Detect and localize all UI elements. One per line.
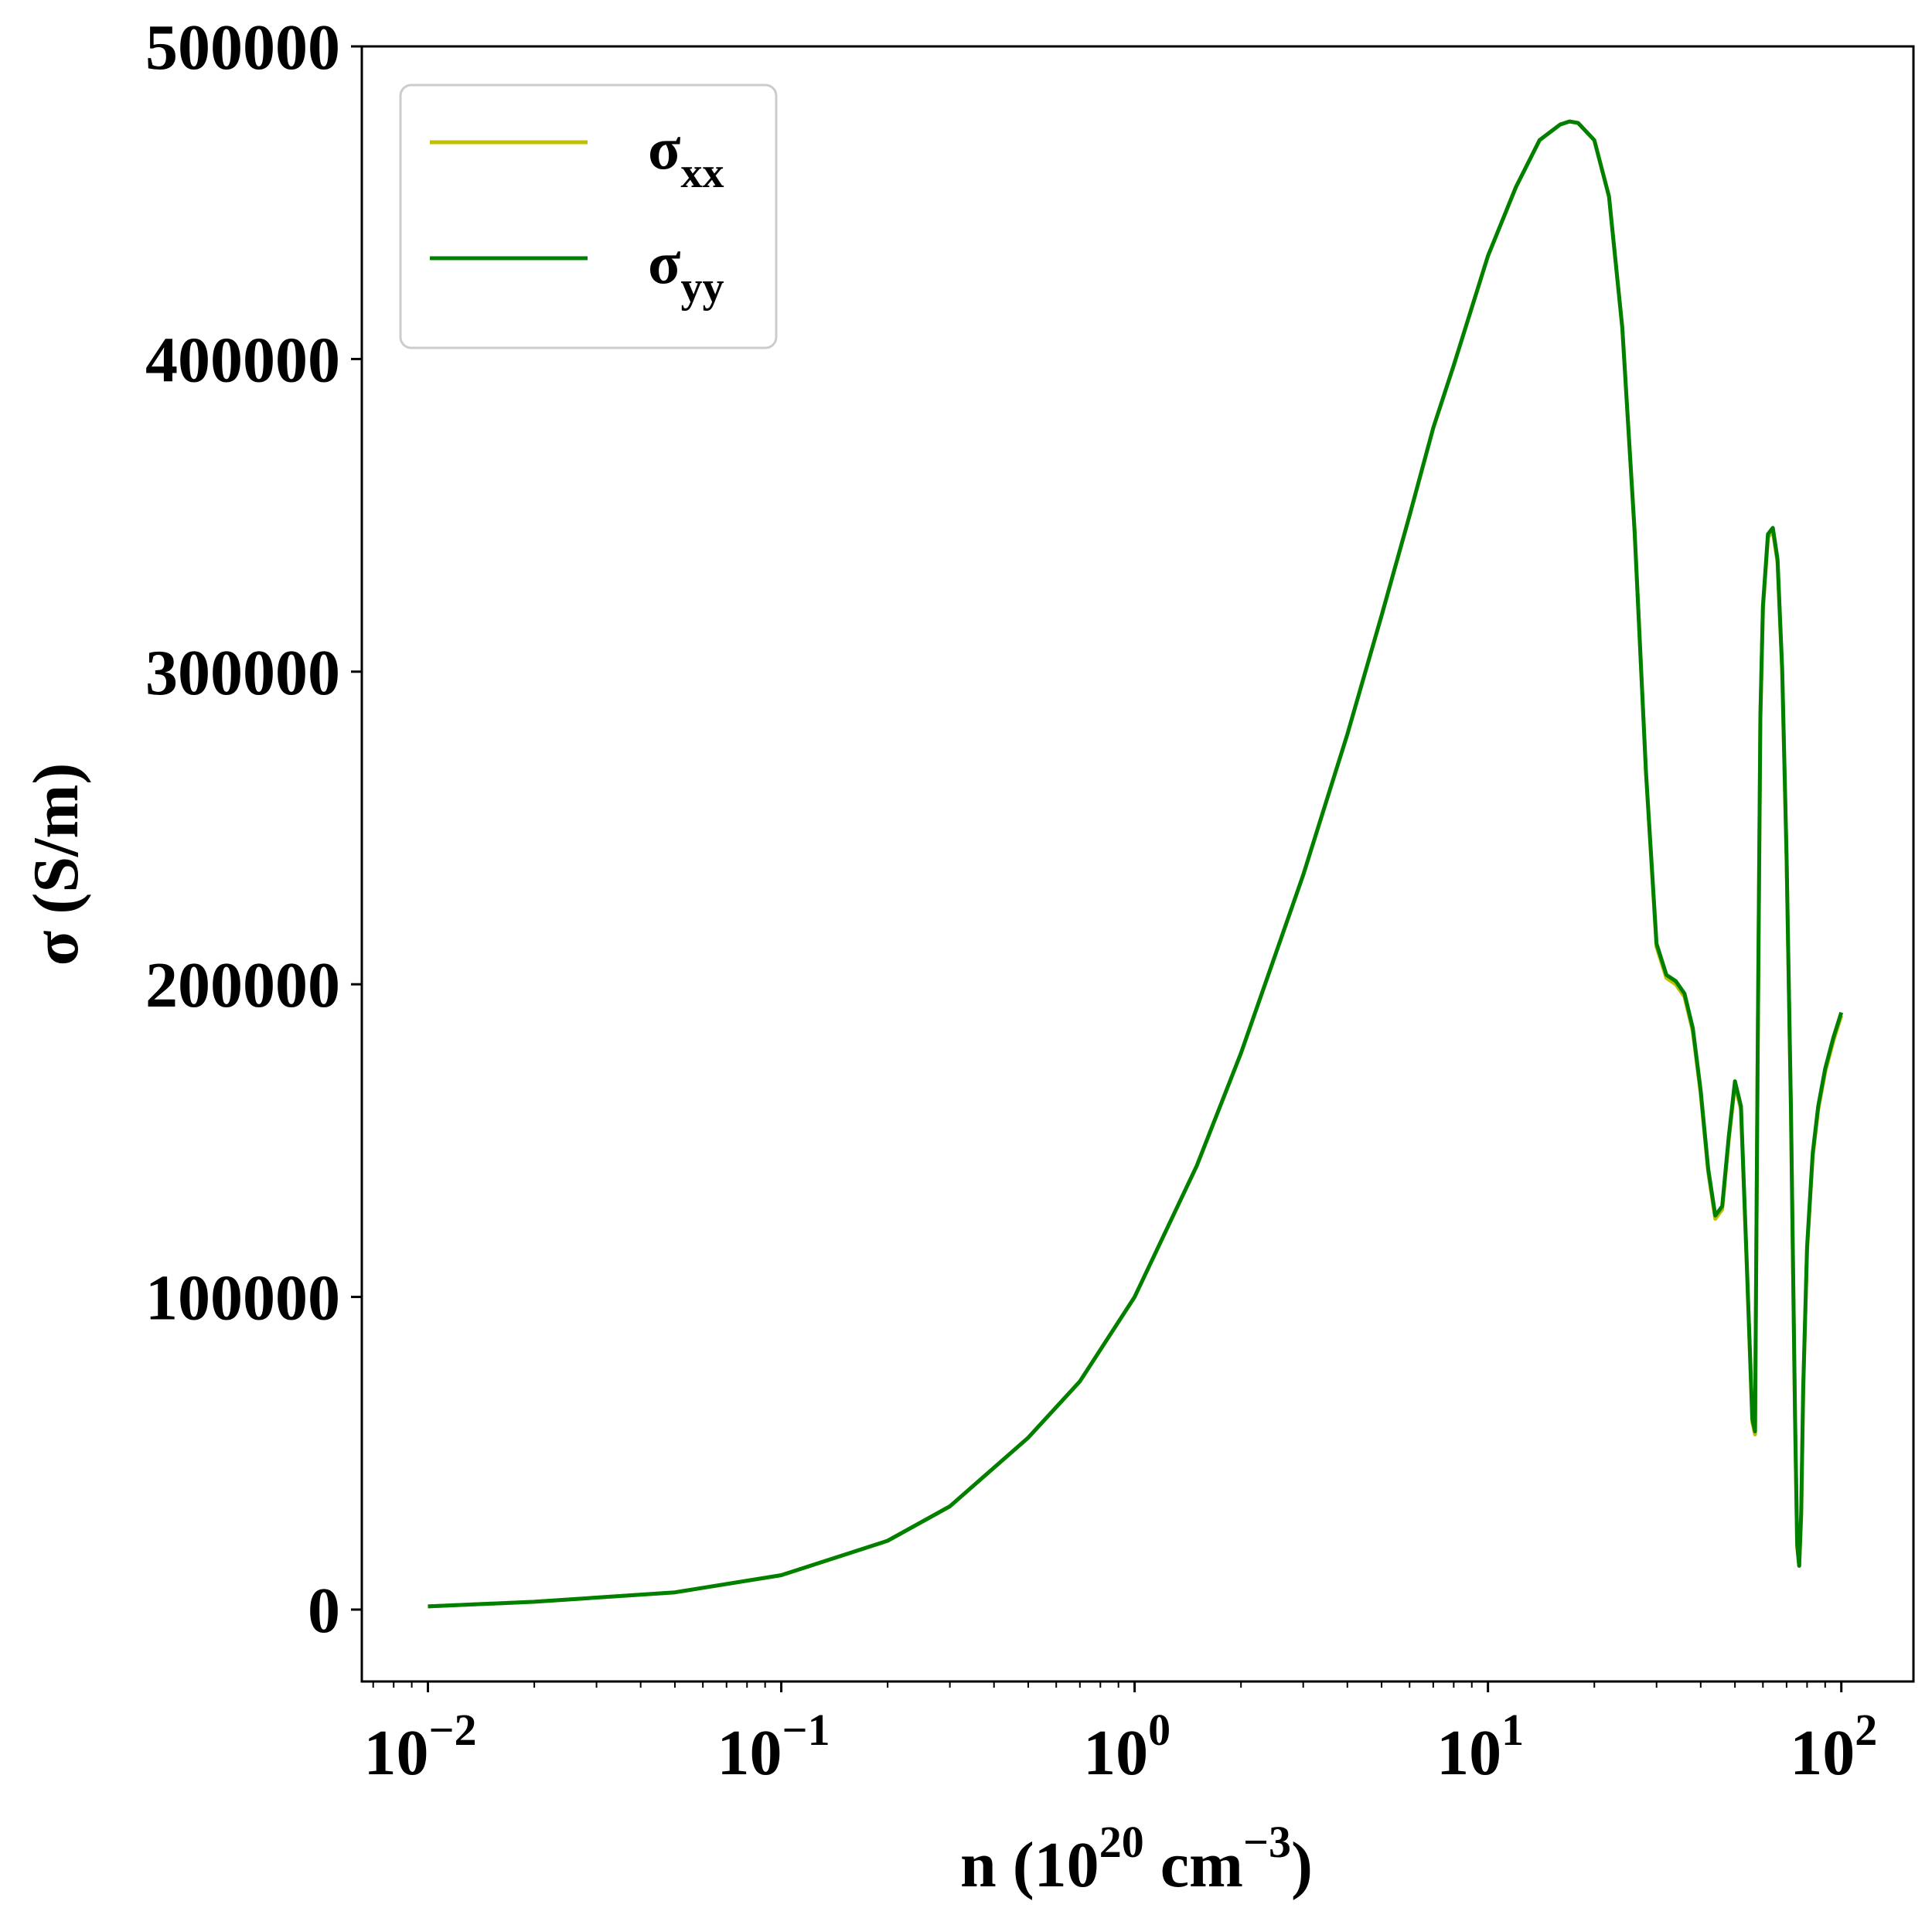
legend: σxx σyy (399, 83, 778, 349)
x-tick-label: 100 (1083, 1705, 1170, 1789)
x-tick-label: 102 (1790, 1705, 1877, 1789)
legend-box (399, 83, 778, 349)
series-line-sigma-yy (428, 119, 1844, 1609)
y-tick-label: 200000 (145, 949, 340, 1021)
y-axis-ticks: 0 100000 200000 300000 400000 500000 (145, 12, 362, 1647)
x-tick-label: 101 (1436, 1705, 1524, 1789)
y-tick-label: 300000 (145, 637, 340, 709)
y-axis-label: σ (S/m) (20, 763, 92, 966)
legend-label-sigma-xx: σxx (648, 114, 724, 197)
y-tick-label: 0 (308, 1575, 340, 1647)
x-tick-label: 10−1 (717, 1705, 830, 1789)
y-tick-label: 400000 (145, 324, 340, 396)
legend-label-sigma-yy: σyy (648, 229, 724, 312)
x-axis-label: n (1020 cm−3) (960, 1817, 1313, 1901)
x-axis-ticks: 10−2 10−1 100 101 102 (363, 1681, 1877, 1789)
y-tick-label: 100000 (145, 1262, 340, 1334)
x-tick-label: 10−2 (363, 1705, 476, 1789)
y-tick-label: 500000 (145, 12, 340, 83)
x-axis-minor-ticks (372, 1681, 1826, 1688)
series-layer (428, 119, 1844, 1609)
